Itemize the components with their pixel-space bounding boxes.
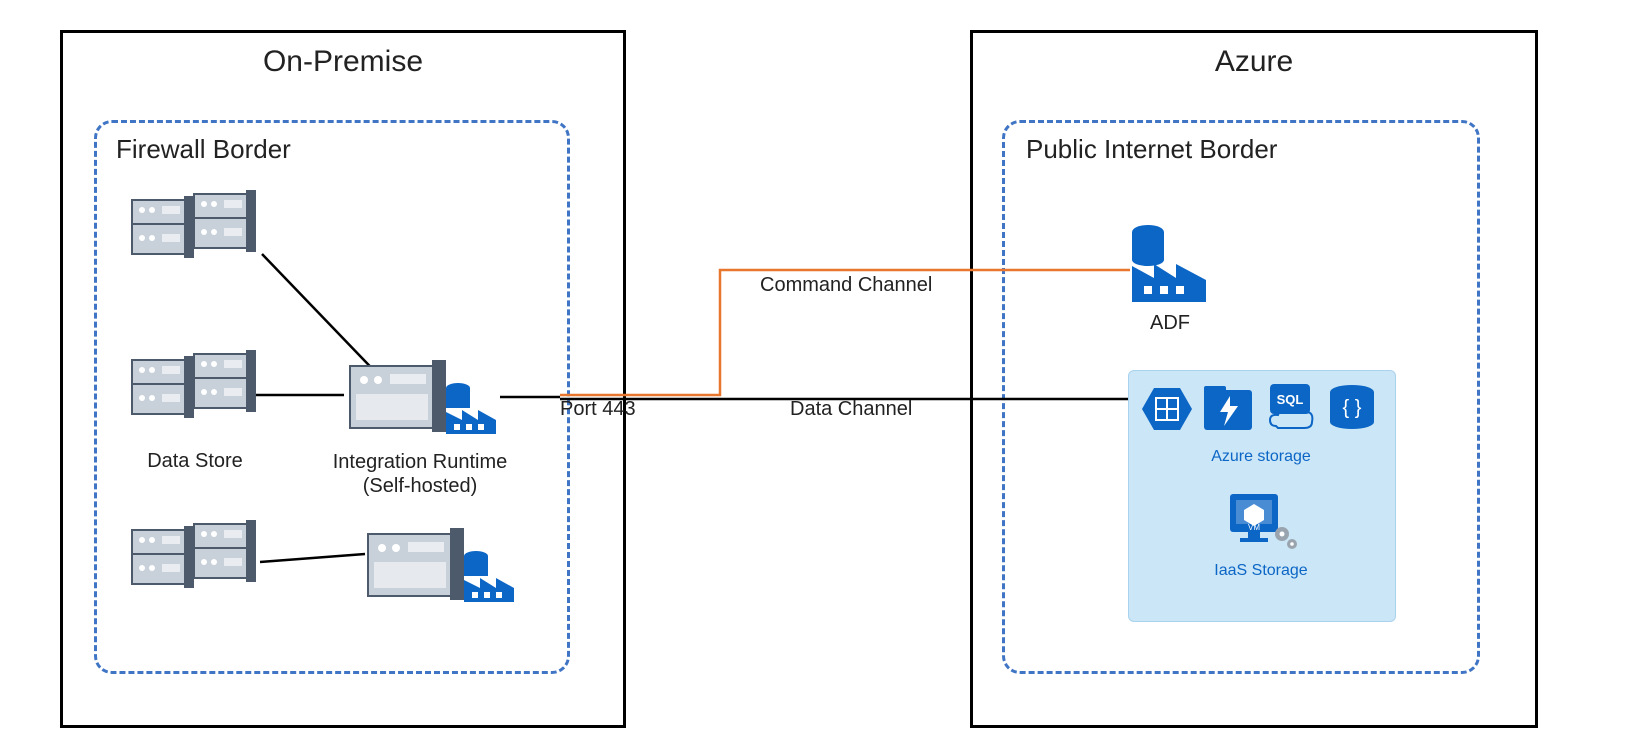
runtime-label-line2: (Self-hosted) [363,475,478,497]
datastore-top [128,190,258,272]
azure-storage-icons: SQL { } [1140,382,1382,436]
runtime-label: Integration Runtime (Self-hosted) [310,450,530,498]
datastore-label: Data Store [140,450,250,473]
onprem-title: On-Premise [63,45,623,79]
internet-border-title: Public Internet Border [1026,134,1277,165]
integration-runtime-1 [344,352,504,444]
datastore-mid [128,350,258,432]
svg-text:SQL: SQL [1277,392,1304,407]
iaas-vm-icon: VM [1222,490,1302,554]
adf-label: ADF [1140,312,1200,335]
firewall-border-title: Firewall Border [116,134,291,165]
svg-text:VM: VM [1248,523,1260,532]
port443-label: Port 443 [560,398,636,421]
azure-storage-label: Azure storage [1128,448,1394,466]
integration-runtime-2 [362,520,522,612]
iaas-storage-label: IaaS Storage [1128,562,1394,580]
datastore-bottom [128,520,258,602]
azure-title: Azure [973,45,1535,79]
data-channel-label: Data Channel [790,398,912,421]
command-channel-label: Command Channel [760,274,932,297]
adf-icon [1128,222,1218,308]
svg-text:{ }: { } [1343,397,1362,419]
runtime-label-line1: Integration Runtime [333,451,508,473]
